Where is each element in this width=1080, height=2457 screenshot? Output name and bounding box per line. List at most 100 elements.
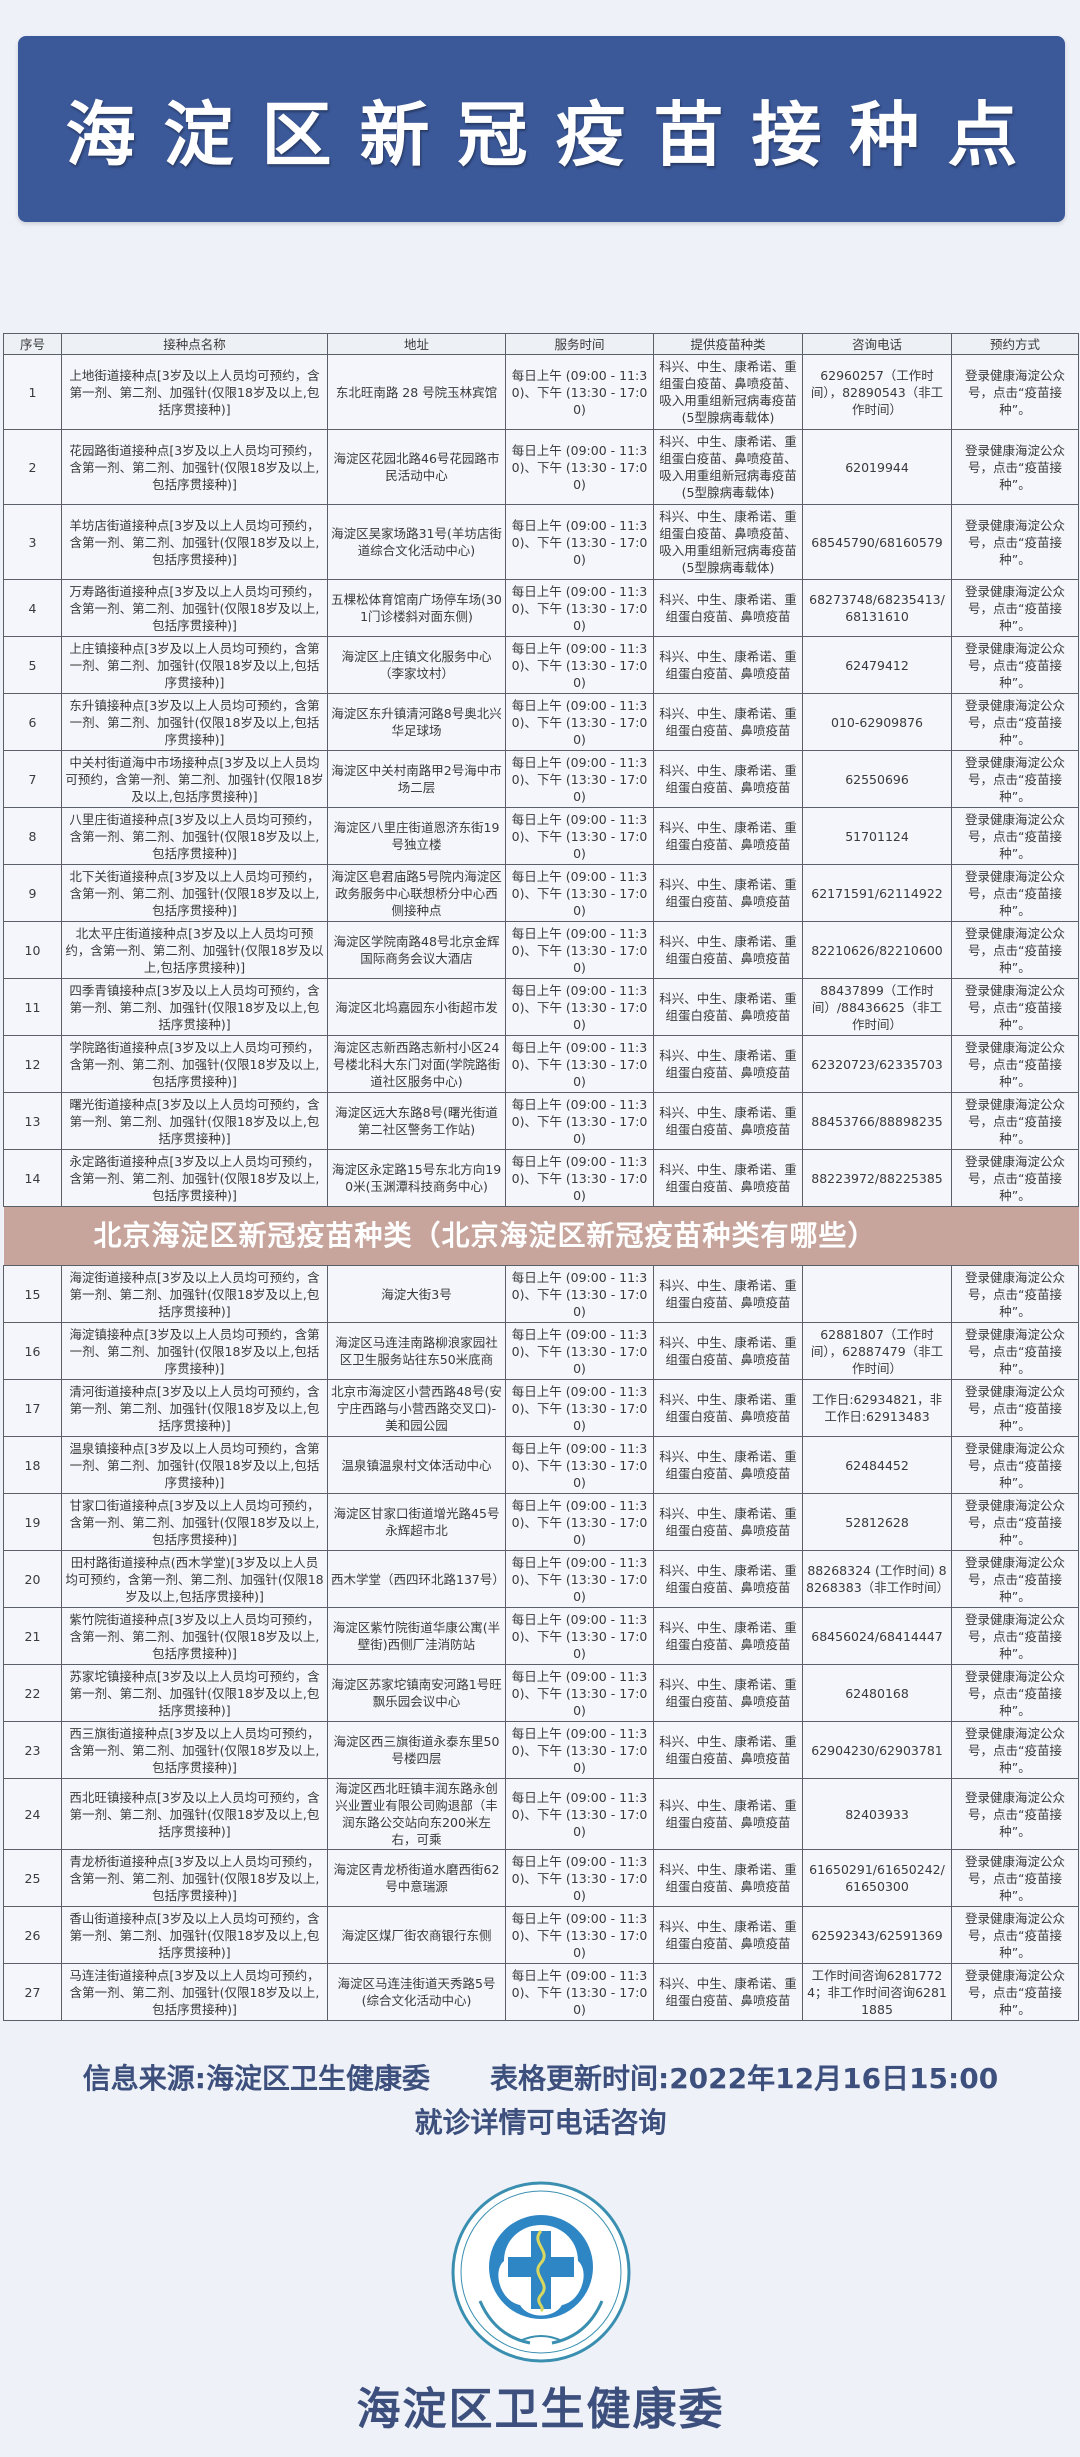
site-name: 马连洼街道接种点[3岁及以上人员均可预约，含第一剂、第二剂、加强针(仅限18岁及… [61, 1963, 328, 2021]
booking-method: 登录健康海淀公众号，点击“疫苗接种”。 [951, 1721, 1079, 1779]
site-name: 上庄镇接种点[3岁及以上人员均可预约，含第一剂、第二剂、加强针(仅限18岁及以上… [61, 636, 328, 694]
service-hours: 每日上午 (09:00 - 11:30)、下午 (13:30 - 17:00) [505, 1265, 654, 1323]
row-number: 3 [3, 504, 62, 580]
booking-method: 登录健康海淀公众号，点击“疫苗接种”。 [951, 1436, 1079, 1494]
column-header: 咨询电话 [802, 333, 952, 355]
site-name: 北太平庄街道接种点[3岁及以上人员均可预约，含第一剂、第二剂、加强针(仅限18岁… [61, 921, 328, 979]
site-name: 东升镇接种点[3岁及以上人员均可预约，含第一剂、第二剂、加强针(仅限18岁及以上… [61, 693, 328, 751]
table-row: 19 甘家口街道接种点[3岁及以上人员均可预约，含第一剂、第二剂、加强针(仅限18… [3, 1493, 1079, 1551]
logo-container [3, 2181, 1078, 2367]
booking-method: 登录健康海淀公众号，点击“疫苗接种”。 [951, 1493, 1079, 1551]
contact-phone: 62484452 [802, 1436, 952, 1494]
column-header: 预约方式 [951, 333, 1079, 355]
site-name: 温泉镇接种点[3岁及以上人员均可预约，含第一剂、第二剂、加强针(仅限18岁及以上… [61, 1436, 328, 1494]
table-row: 26 香山街道接种点[3岁及以上人员均可预约，含第一剂、第二剂、加强针(仅限18岁… [3, 1906, 1079, 1964]
site-name: 西北旺镇接种点[3岁及以上人员均可预约，含第一剂、第二剂、加强针(仅限18岁及以… [61, 1778, 328, 1850]
service-hours: 每日上午 (09:00 - 11:30)、下午 (13:30 - 17:00) [505, 429, 654, 505]
booking-method: 登录健康海淀公众号，点击“疫苗接种”。 [951, 1379, 1079, 1437]
table-row: 15 海淀街道接种点[3岁及以上人员均可预约，含第一剂、第二剂、加强针(仅限18岁… [3, 1265, 1079, 1323]
service-hours: 每日上午 (09:00 - 11:30)、下午 (13:30 - 17:00) [505, 1322, 654, 1380]
row-number: 12 [3, 1035, 62, 1093]
booking-method: 登录健康海淀公众号，点击“疫苗接种”。 [951, 1322, 1079, 1380]
site-name: 甘家口街道接种点[3岁及以上人员均可预约，含第一剂、第二剂、加强针(仅限18岁及… [61, 1493, 328, 1551]
vaccine-types: 科兴、中生、康希诺、重组蛋白疫苗、鼻喷疫苗 [653, 1607, 803, 1665]
row-number: 13 [3, 1092, 62, 1150]
vaccine-types: 科兴、中生、康希诺、重组蛋白疫苗、鼻喷疫苗 [653, 1906, 803, 1964]
row-number: 8 [3, 807, 62, 865]
service-hours: 每日上午 (09:00 - 11:30)、下午 (13:30 - 17:00) [505, 1906, 654, 1964]
site-name: 海淀镇接种点[3岁及以上人员均可预约，含第一剂、第二剂、加强针(仅限18岁及以上… [61, 1322, 328, 1380]
table-row: 8 八里庄街道接种点[3岁及以上人员均可预约，含第一剂、第二剂、加强针(仅限18岁… [3, 807, 1079, 865]
site-name: 紫竹院街道接种点[3岁及以上人员均可预约，含第一剂、第二剂、加强针(仅限18岁及… [61, 1607, 328, 1665]
contact-phone: 82403933 [802, 1778, 952, 1850]
booking-method: 登录健康海淀公众号，点击“疫苗接种”。 [951, 429, 1079, 505]
contact-phone: 62320723/62335703 [802, 1035, 952, 1093]
row-number: 4 [3, 579, 62, 637]
vaccine-types: 科兴、中生、康希诺、重组蛋白疫苗、鼻喷疫苗 [653, 693, 803, 751]
table-row: 13 曙光街道接种点[3岁及以上人员均可预约，含第一剂、第二剂、加强针(仅限18岁… [3, 1092, 1079, 1150]
site-address: 海淀区紫竹院街道华康公寓(半壁街)西侧厂洼消防站 [327, 1607, 506, 1665]
vaccine-types: 科兴、中生、康希诺、重组蛋白疫苗、鼻喷疫苗 [653, 1778, 803, 1850]
contact-phone: 68545790/68160579 [802, 504, 952, 580]
booking-method: 登录健康海淀公众号，点击“疫苗接种”。 [951, 807, 1079, 865]
vaccine-types: 科兴、中生、康希诺、重组蛋白疫苗、鼻喷疫苗 [653, 579, 803, 637]
site-name: 西三旗街道接种点[3岁及以上人员均可预约，含第一剂、第二剂、加强针(仅限18岁及… [61, 1721, 328, 1779]
contact-phone: 010-62909876 [802, 693, 952, 751]
site-name: 学院路街道接种点[3岁及以上人员均可预约，含第一剂、第二剂、加强针(仅限18岁及… [61, 1035, 328, 1093]
booking-method: 登录健康海淀公众号，点击“疫苗接种”。 [951, 693, 1079, 751]
row-number: 10 [3, 921, 62, 979]
table-row: 5 上庄镇接种点[3岁及以上人员均可预约，含第一剂、第二剂、加强针(仅限18岁及以… [3, 636, 1079, 694]
contact-phone: 62904230/62903781 [802, 1721, 952, 1779]
service-hours: 每日上午 (09:00 - 11:30)、下午 (13:30 - 17:00) [505, 1436, 654, 1494]
row-number: 9 [3, 864, 62, 922]
contact-phone: 88223972/88225385 [802, 1149, 952, 1207]
booking-method: 登录健康海淀公众号，点击“疫苗接种”。 [951, 1664, 1079, 1722]
contact-phone: 62171591/62114922 [802, 864, 952, 922]
vaccine-types: 科兴、中生、康希诺、重组蛋白疫苗、鼻喷疫苗、吸入用重组新冠病毒疫苗(5型腺病毒载… [653, 429, 803, 505]
service-hours: 每日上午 (09:00 - 11:30)、下午 (13:30 - 17:00) [505, 1721, 654, 1779]
booking-method: 登录健康海淀公众号，点击“疫苗接种”。 [951, 864, 1079, 922]
contact-phone: 62592343/62591369 [802, 1906, 952, 1964]
vaccine-types: 科兴、中生、康希诺、重组蛋白疫苗、鼻喷疫苗 [653, 750, 803, 808]
vaccine-types: 科兴、中生、康希诺、重组蛋白疫苗、鼻喷疫苗 [653, 1379, 803, 1437]
site-address: 东北旺南路 28 号院玉林宾馆 [327, 354, 506, 430]
vaccine-types: 科兴、中生、康希诺、重组蛋白疫苗、鼻喷疫苗 [653, 1963, 803, 2021]
service-hours: 每日上午 (09:00 - 11:30)、下午 (13:30 - 17:00) [505, 864, 654, 922]
service-hours: 每日上午 (09:00 - 11:30)、下午 (13:30 - 17:00) [505, 1664, 654, 1722]
site-address: 海淀区青龙桥街道水磨西街62号中意瑞源 [327, 1849, 506, 1907]
site-name: 苏家坨镇接种点[3岁及以上人员均可预约，含第一剂、第二剂、加强针(仅限18岁及以… [61, 1664, 328, 1722]
column-header: 服务时间 [505, 333, 654, 355]
page-title: 海淀区新冠疫苗接种点 [65, 92, 1046, 176]
row-number: 22 [3, 1664, 62, 1722]
row-number: 5 [3, 636, 62, 694]
table-row: 23 西三旗街道接种点[3岁及以上人员均可预约，含第一剂、第二剂、加强针(仅限18… [3, 1721, 1079, 1779]
site-address: 海淀区皂君庙路5号院内海淀区政务服务中心联想桥分中心西侧接种点 [327, 864, 506, 922]
booking-method: 登录健康海淀公众号，点击“疫苗接种”。 [951, 354, 1079, 430]
vaccine-types: 科兴、中生、康希诺、重组蛋白疫苗、鼻喷疫苗 [653, 1265, 803, 1323]
table-row: 4 万寿路街道接种点[3岁及以上人员均可预约，含第一剂、第二剂、加强针(仅限18岁… [3, 579, 1079, 637]
column-header: 提供疫苗种类 [653, 333, 803, 355]
booking-method: 登录健康海淀公众号，点击“疫苗接种”。 [951, 1035, 1079, 1093]
table-row: 20 田村路街道接种点(西木学堂)[3岁及以上人员均可预约，含第一剂、第二剂、加强… [3, 1550, 1079, 1608]
table-row: 7 中关村街道海中市场接种点[3岁及以上人员均可预约，含第一剂、第二剂、加强针(仅… [3, 750, 1079, 808]
contact-phone: 88268324 (工作时间) 88268383（非工作时间） [802, 1550, 952, 1608]
caption-overlay: 北京海淀区新冠疫苗种类（北京海淀区新冠疫苗种类有哪些） [3, 1206, 1079, 1266]
site-name: 四季青镇接种点[3岁及以上人员均可预约，含第一剂、第二剂、加强针(仅限18岁及以… [61, 978, 328, 1036]
service-hours: 每日上午 (09:00 - 11:30)、下午 (13:30 - 17:00) [505, 504, 654, 580]
site-name: 田村路街道接种点(西木学堂)[3岁及以上人员均可预约，含第一剂、第二剂、加强针(… [61, 1550, 328, 1608]
row-number: 1 [3, 354, 62, 430]
site-name: 羊坊店街道接种点[3岁及以上人员均可预约，含第一剂、第二剂、加强针(仅限18岁及… [61, 504, 328, 580]
caption-strip: 北京海淀区新冠疫苗种类（北京海淀区新冠疫苗种类有哪些） [3, 1206, 1079, 1266]
vaccine-types: 科兴、中生、康希诺、重组蛋白疫苗、鼻喷疫苗 [653, 1550, 803, 1608]
site-name: 青龙桥街道接种点[3岁及以上人员均可预约，含第一剂、第二剂、加强针(仅限18岁及… [61, 1849, 328, 1907]
service-hours: 每日上午 (09:00 - 11:30)、下午 (13:30 - 17:00) [505, 1607, 654, 1665]
site-address: 海淀区中关村南路甲2号海中市场二层 [327, 750, 506, 808]
site-address: 海淀区志新西路志新村小区24号楼北科大东门对面(学院路街道社区服务中心) [327, 1035, 506, 1093]
site-name: 曙光街道接种点[3岁及以上人员均可预约，含第一剂、第二剂、加强针(仅限18岁及以… [61, 1092, 328, 1150]
vaccination-sites-table: 序号 接种点名称 地址 服务时间 提供疫苗种类 咨询电话 预约方式 1 上地街道接种点[3岁及… [3, 333, 1079, 2021]
vaccine-types: 科兴、中生、康希诺、重组蛋白疫苗、鼻喷疫苗 [653, 864, 803, 922]
contact-phone: 82210626/82210600 [802, 921, 952, 979]
service-hours: 每日上午 (09:00 - 11:30)、下午 (13:30 - 17:00) [505, 693, 654, 751]
vaccine-types: 科兴、中生、康希诺、重组蛋白疫苗、鼻喷疫苗 [653, 1322, 803, 1380]
vaccine-types: 科兴、中生、康希诺、重组蛋白疫苗、鼻喷疫苗、吸入用重组新冠病毒疫苗(5型腺病毒载… [653, 504, 803, 580]
